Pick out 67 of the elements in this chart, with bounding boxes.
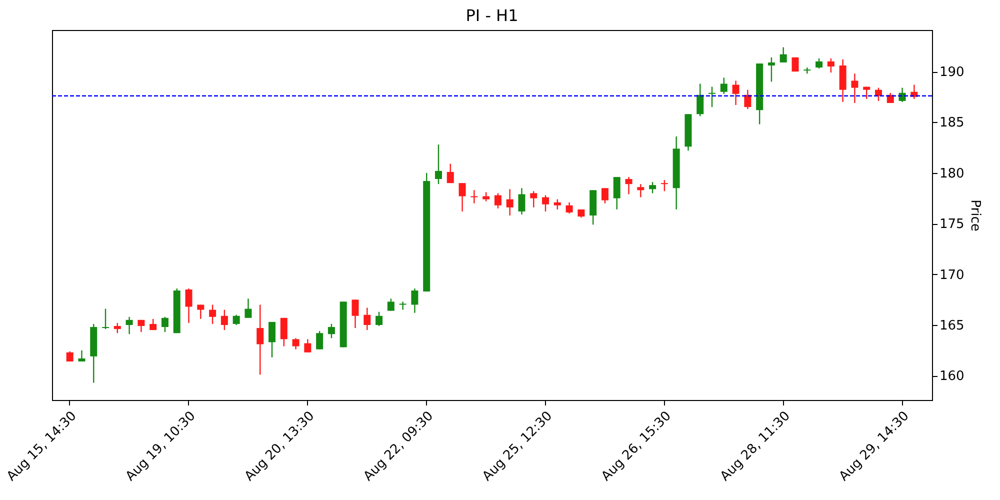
y-axis-title: Price xyxy=(967,200,982,232)
candlestick xyxy=(126,316,133,335)
candlestick xyxy=(78,350,86,362)
candlestick xyxy=(542,194,550,212)
candlestick xyxy=(292,338,300,350)
candlestick xyxy=(66,350,74,362)
candlestick xyxy=(851,72,858,104)
candlestick xyxy=(470,190,478,204)
candlestick xyxy=(268,321,276,358)
candlestick xyxy=(613,176,620,210)
candlestick xyxy=(138,319,145,333)
candlestick xyxy=(780,46,787,64)
candlestick xyxy=(114,322,121,334)
y-tick-label: 190 xyxy=(940,65,964,80)
candlestick xyxy=(518,188,526,216)
candlestick xyxy=(197,304,204,320)
chart-title: PI - H1 xyxy=(466,6,518,25)
y-tick-label: 160 xyxy=(940,369,964,384)
candlestick xyxy=(696,83,704,117)
candlestick xyxy=(280,317,288,347)
candlestick xyxy=(482,192,490,202)
candlestick xyxy=(161,316,168,333)
candlestick xyxy=(660,179,668,192)
candlestick xyxy=(768,56,775,82)
candlestick xyxy=(387,298,394,312)
candlestick xyxy=(886,92,894,104)
candlestick xyxy=(601,188,608,204)
candlestick xyxy=(209,304,216,325)
y-tick-label: 170 xyxy=(940,268,964,283)
y-tick-label: 165 xyxy=(940,318,964,334)
candlestick xyxy=(494,192,502,210)
candlestick xyxy=(244,298,252,318)
candlestick xyxy=(232,314,240,326)
candlestick xyxy=(399,301,406,310)
candlestick xyxy=(185,288,192,324)
candlestick xyxy=(434,144,442,185)
candlestick xyxy=(898,87,906,103)
candlestick xyxy=(720,77,728,94)
candlestick xyxy=(102,308,110,330)
candlestick xyxy=(637,183,644,198)
candlestick xyxy=(827,58,834,74)
candlestick xyxy=(816,58,823,70)
candlestick xyxy=(376,311,383,327)
candlestick xyxy=(744,89,752,110)
candlestick xyxy=(352,299,359,329)
candlestick xyxy=(863,86,870,100)
candlestick xyxy=(554,198,561,210)
candlestick xyxy=(566,202,573,214)
candlestick xyxy=(506,188,514,216)
candlestick xyxy=(874,87,882,102)
candlestick xyxy=(708,86,716,108)
y-tick-label: 180 xyxy=(940,166,964,182)
candlestick xyxy=(411,288,418,314)
y-tick-label: 175 xyxy=(940,217,964,232)
candlestick xyxy=(530,190,538,208)
candlestick xyxy=(649,181,656,194)
candlestick xyxy=(625,176,632,195)
y-tick-label: 185 xyxy=(940,116,964,131)
candlestick xyxy=(304,338,312,353)
candlestick xyxy=(328,323,335,339)
candlestick xyxy=(458,182,466,212)
candlestick xyxy=(732,80,740,106)
candlestick xyxy=(256,304,264,376)
candlestick xyxy=(364,307,371,331)
candlestick xyxy=(446,163,454,184)
candlestick xyxy=(316,330,324,350)
candlestick xyxy=(220,309,228,331)
